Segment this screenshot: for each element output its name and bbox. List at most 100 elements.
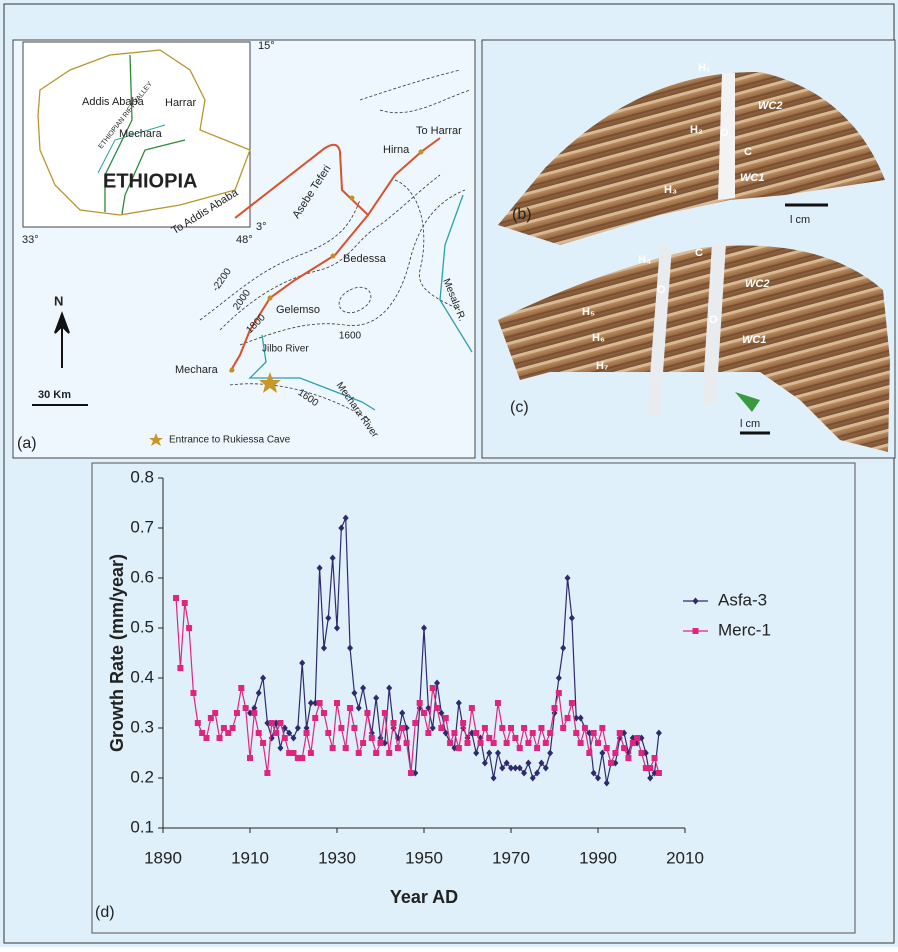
map-panel: 15° 33° 3° 48° Addis Ababa Harrar Mechar… [13, 40, 475, 458]
place-label: Hirna [383, 144, 410, 156]
data-point [495, 700, 501, 706]
data-point [538, 725, 544, 731]
y-tick-label: 0.8 [130, 467, 154, 486]
data-point [608, 760, 614, 766]
photo-label: C [695, 247, 703, 259]
y-tick-label: 0.3 [130, 717, 154, 736]
data-point [347, 705, 353, 711]
data-point [447, 740, 453, 746]
data-point [364, 710, 370, 716]
data-point [582, 725, 588, 731]
panel-label: (d) [95, 904, 115, 921]
photo-label: H₄ [638, 254, 651, 266]
data-point [351, 725, 357, 731]
data-point [525, 740, 531, 746]
river-label: Jilbo River [262, 344, 309, 355]
data-point [177, 665, 183, 671]
data-point [391, 720, 397, 726]
degree-label: 33° [22, 234, 39, 246]
data-point [182, 600, 188, 606]
data-point [395, 745, 401, 751]
data-point [321, 710, 327, 716]
data-point [186, 625, 192, 631]
place-label: Gelemso [276, 304, 320, 316]
data-point [369, 735, 375, 741]
x-tick-label: 1930 [318, 848, 356, 867]
data-point [325, 730, 331, 736]
data-point [412, 720, 418, 726]
country-label: ETHIOPIA [103, 170, 197, 192]
legend-label: Asfa-3 [718, 590, 767, 609]
y-axis-label: Growth Rate (mm/year) [107, 554, 127, 752]
contour-label: 1600 [339, 331, 362, 342]
data-point [556, 690, 562, 696]
scale-label: l cm [740, 418, 760, 430]
panel-label: (c) [510, 399, 529, 416]
place-label: Bedessa [343, 253, 387, 265]
x-tick-label: 1950 [405, 848, 443, 867]
data-point [317, 700, 323, 706]
photo-label: H₁ [698, 62, 711, 74]
data-point [308, 750, 314, 756]
legend-label: Merc-1 [718, 620, 771, 639]
data-point [434, 705, 440, 711]
data-point [465, 740, 471, 746]
data-point [343, 745, 349, 751]
data-point [238, 685, 244, 691]
photo-label: WC2 [758, 100, 782, 112]
data-point [634, 735, 640, 741]
photo-label: O [720, 127, 729, 139]
data-point [217, 735, 223, 741]
data-point [491, 740, 497, 746]
data-point [530, 730, 536, 736]
data-point [565, 715, 571, 721]
legend-marker [693, 628, 699, 634]
data-point [247, 755, 253, 761]
x-tick-label: 1970 [492, 848, 530, 867]
data-point [356, 750, 362, 756]
y-tick-label: 0.1 [130, 817, 154, 836]
data-point [360, 740, 366, 746]
data-point [382, 710, 388, 716]
data-point [586, 750, 592, 756]
data-point [639, 750, 645, 756]
data-point [378, 740, 384, 746]
data-point [204, 735, 210, 741]
y-tick-label: 0.7 [130, 517, 154, 536]
x-tick-label: 1890 [144, 848, 182, 867]
data-point [521, 725, 527, 731]
data-point [243, 705, 249, 711]
data-point [625, 755, 631, 761]
data-point [460, 720, 466, 726]
data-point [560, 725, 566, 731]
data-point [417, 700, 423, 706]
degree-label: 48° [236, 234, 253, 246]
data-point [552, 705, 558, 711]
y-tick-label: 0.2 [130, 767, 154, 786]
data-point [508, 725, 514, 731]
data-point [330, 745, 336, 751]
chart: Growth Rate (mm/year) Year AD (d) 0.1 0.2… [92, 463, 855, 933]
x-axis-label: Year AD [390, 887, 458, 907]
data-point [647, 765, 653, 771]
photo-label: WC1 [742, 334, 766, 346]
panel-label: (a) [17, 435, 37, 452]
y-tick-label: 0.5 [130, 617, 154, 636]
data-point [443, 715, 449, 721]
north-label: N [54, 293, 63, 308]
data-point [304, 730, 310, 736]
data-point [195, 720, 201, 726]
data-point [299, 755, 305, 761]
panel-label: (b) [512, 206, 532, 223]
data-point [604, 745, 610, 751]
data-point [482, 725, 488, 731]
photo-label: H₃ [664, 184, 677, 196]
data-point [451, 730, 457, 736]
data-point [212, 710, 218, 716]
data-point [173, 595, 179, 601]
data-point [547, 730, 553, 736]
x-tick-label: 2010 [666, 848, 704, 867]
data-point [190, 690, 196, 696]
degree-label: 15° [258, 40, 275, 52]
scale-label: 30 Km [38, 389, 71, 401]
